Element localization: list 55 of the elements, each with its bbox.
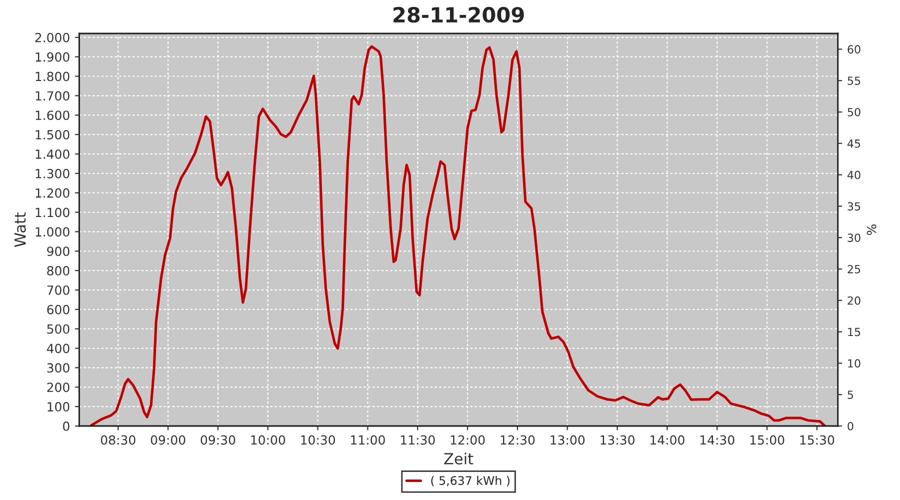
y-tick-label: 1.800 — [36, 72, 70, 82]
x-tick-label: 11:30 — [400, 435, 435, 445]
y-tick-label: 800 — [47, 266, 70, 276]
y-tick-label: 1.900 — [36, 52, 70, 62]
y-tick-label: 1.500 — [36, 130, 70, 140]
y2-tick-label: 30 — [848, 234, 860, 242]
x-tick-label: 08:30 — [100, 435, 136, 445]
y2-tick-label: 40 — [847, 170, 860, 180]
x-tick-label: 15:30 — [800, 435, 834, 445]
y2-tick-label: 20 — [848, 296, 860, 305]
x-tick-label: 15:00 — [750, 435, 784, 445]
x-tick-label: 13:30 — [600, 435, 634, 445]
y-axis-title: Watt — [14, 212, 26, 247]
x-tick-label: 14:00 — [650, 435, 684, 445]
y2-axis-title: % — [866, 224, 876, 235]
y-tick-label: 0 — [63, 421, 70, 431]
legend-label: ( 5,637 kWh ) — [431, 476, 510, 486]
y-tick-label: 300 — [47, 363, 70, 373]
y-tick-label: 700 — [47, 285, 70, 295]
y-tick-label: 2.000 — [35, 32, 70, 42]
y-tick-label: 600 — [47, 304, 70, 314]
y-tick-label: 1.000 — [36, 227, 70, 237]
y2-tick-label: 50 — [848, 108, 860, 116]
line-series — [90, 45, 826, 426]
x-tick-label: 12:30 — [500, 435, 535, 445]
x-tick-label: 09:00 — [150, 435, 186, 445]
y-tick-label: 1.600 — [36, 110, 70, 120]
x-tick-label: 13:00 — [550, 435, 585, 445]
chart-title: 28-11-2009 — [394, 6, 524, 23]
y-tick-label: 400 — [46, 344, 70, 354]
y-tick-label: 1.100 — [36, 208, 70, 218]
x-tick-label: 11:00 — [351, 435, 385, 445]
x-tick-label: 14:30 — [700, 435, 734, 445]
y2-tick-label: 45 — [847, 140, 860, 148]
x-tick-label: 12:00 — [450, 435, 485, 445]
y2-tick-label: 55 — [848, 76, 860, 85]
y-tick-label: 500 — [47, 324, 70, 334]
y2-tick-label: 5 — [848, 390, 854, 399]
x-tick-label: 10:00 — [251, 435, 286, 445]
y2-tick-label: 60 — [848, 45, 860, 54]
y-tick-label: 200 — [47, 382, 70, 392]
y-tick-label: 1.400 — [36, 149, 70, 159]
y-tick-label: 900 — [47, 246, 70, 256]
y-tick-label: 100 — [48, 402, 70, 412]
y2-tick-label: 25 — [848, 264, 860, 274]
y2-tick-label: 15 — [848, 328, 860, 336]
y-tick-label: 1.300 — [36, 168, 70, 178]
y-tick-label: 1.700 — [36, 91, 70, 101]
x-tick-label: 10:30 — [301, 435, 335, 445]
y2-tick-label: 10 — [848, 359, 860, 368]
y-tick-label: 1.200 — [36, 188, 70, 198]
y2-tick-label: 0 — [848, 422, 854, 430]
x-axis-title: Zeit — [444, 452, 474, 465]
y2-tick-label: 35 — [848, 202, 860, 211]
x-tick-label: 09:30 — [200, 435, 236, 445]
